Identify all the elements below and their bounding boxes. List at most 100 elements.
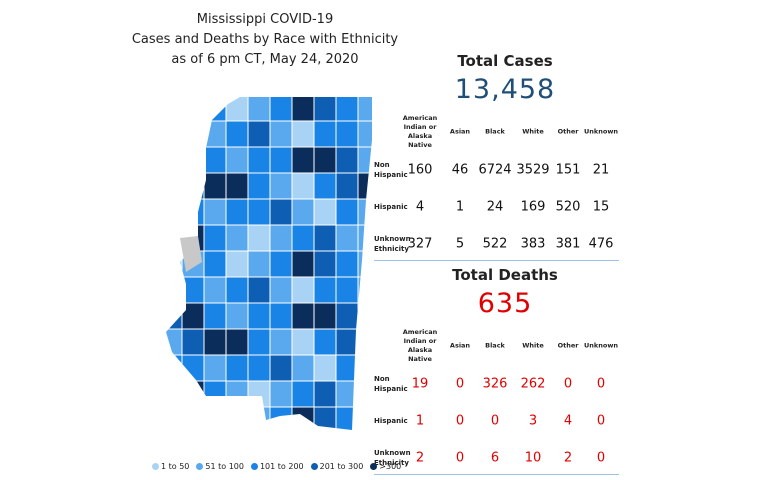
county [313, 97, 337, 122]
cell-value: 1 [415, 413, 425, 429]
cell-value: 4 [415, 199, 425, 215]
cell-value: 4 [563, 413, 573, 429]
county [203, 276, 227, 304]
county [166, 302, 183, 330]
county [203, 146, 227, 174]
legend-item: 1 to 50 [152, 462, 189, 471]
cell-value: 383 [520, 236, 546, 252]
section-heading: Total Cases [457, 52, 553, 70]
county [313, 406, 337, 430]
cell-value: 476 [588, 236, 614, 252]
column-header: American Indian or Alaska Native [402, 328, 438, 363]
county [203, 380, 227, 408]
county [313, 224, 337, 252]
county [335, 146, 359, 174]
legend-item: 201 to 300 [310, 462, 363, 471]
county [181, 97, 205, 122]
county [203, 224, 227, 252]
county [203, 120, 227, 148]
column-header: Black [485, 341, 505, 350]
cell-value: 3529 [516, 162, 550, 178]
cell-value: 1 [455, 199, 465, 215]
county [160, 433, 182, 459]
county [225, 302, 249, 330]
row-label: Hispanic [374, 203, 408, 211]
county [248, 433, 270, 459]
county [225, 172, 249, 200]
county [225, 380, 249, 408]
county [335, 406, 359, 430]
cell-value: 0 [490, 413, 500, 429]
county [225, 224, 249, 252]
county [291, 224, 315, 252]
cell-value: 0 [596, 376, 606, 392]
county [335, 224, 359, 252]
county [313, 380, 337, 408]
county [357, 250, 372, 278]
county [335, 120, 359, 148]
cell-value: 326 [482, 376, 508, 392]
county [247, 302, 271, 330]
row-label: Non Hispanic [374, 161, 408, 179]
county [247, 406, 271, 430]
legend-item: 101 to 200 [250, 462, 304, 471]
section-heading: Total Deaths [452, 266, 558, 284]
county [269, 172, 293, 200]
title-line: Mississippi COVID-19 [196, 12, 334, 27]
county [291, 302, 315, 330]
county [166, 97, 183, 122]
county [247, 276, 271, 304]
total-value: 13,458 [454, 74, 556, 105]
county [269, 328, 293, 356]
county [181, 302, 205, 330]
cell-value: 0 [596, 450, 606, 466]
county [203, 302, 227, 330]
county [269, 302, 293, 330]
title-line: as of 6 pm CT, May 24, 2020 [171, 52, 359, 67]
cell-value: 0 [563, 376, 573, 392]
county [203, 328, 227, 356]
county [291, 250, 315, 278]
county [226, 433, 248, 459]
county [291, 198, 315, 226]
cell-value: 15 [592, 199, 610, 215]
column-header: Asian [449, 127, 471, 136]
cell-value: 2 [563, 450, 573, 466]
county [225, 406, 249, 430]
county [247, 224, 271, 252]
row-label: Hispanic [374, 417, 408, 425]
cell-value: 46 [451, 162, 469, 178]
county [270, 433, 292, 459]
legend-swatch [310, 463, 318, 470]
cell-value: 0 [455, 376, 465, 392]
county [291, 276, 315, 304]
county [181, 354, 205, 382]
county [203, 250, 227, 278]
title-line: Cases and Deaths by Race with Ethnicity [131, 32, 399, 47]
cell-value: 5 [455, 236, 465, 252]
legend-label: 101 to 200 [259, 462, 304, 471]
cell-value: 0 [455, 450, 465, 466]
county [203, 172, 227, 200]
county [269, 354, 293, 382]
legend-label: >300 [379, 462, 402, 471]
county [269, 224, 293, 252]
county [357, 120, 372, 148]
county [181, 172, 205, 200]
column-header: Unknown [584, 341, 618, 350]
county [313, 172, 337, 200]
county [335, 302, 359, 330]
county [247, 120, 271, 148]
county [313, 198, 337, 226]
county [247, 97, 271, 122]
no-data-county [180, 236, 202, 272]
county [291, 354, 315, 382]
county [203, 97, 227, 122]
column-header: White [522, 127, 544, 136]
county [225, 97, 249, 122]
county [269, 406, 293, 430]
county [269, 97, 293, 122]
divider [374, 260, 619, 261]
cell-value: 0 [455, 413, 465, 429]
